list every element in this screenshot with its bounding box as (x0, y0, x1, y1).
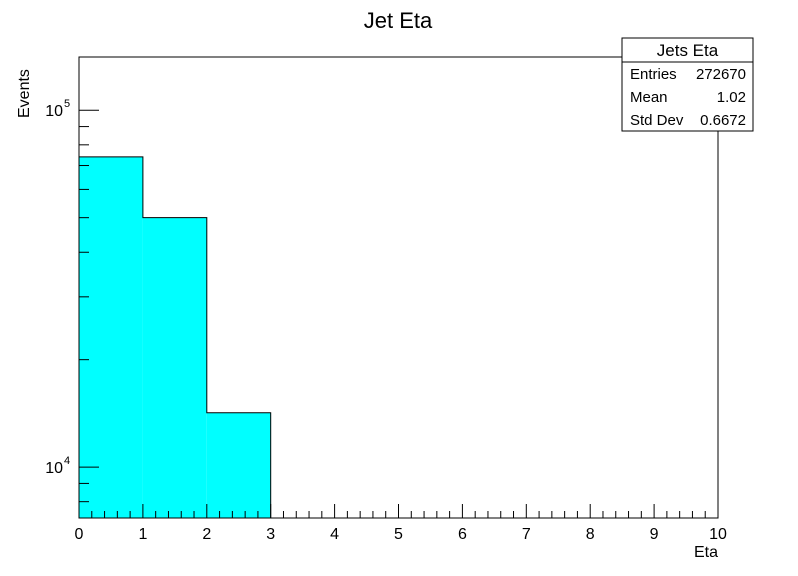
x-axis: 0 1 2 3 4 5 6 7 8 9 10 (75, 504, 727, 543)
y-tick-exponent: 4 (64, 455, 70, 467)
stats-stddev-label: Std Dev (630, 112, 684, 129)
stats-stddev-value: 0.6672 (700, 112, 746, 129)
x-tick-label: 4 (330, 526, 339, 543)
histogram-bars (78, 156, 718, 519)
x-tick-label: 6 (458, 526, 467, 543)
y-axis-label: Events (16, 69, 33, 118)
histogram-outline (78, 156, 718, 519)
y-tick-label: 10 (45, 460, 63, 477)
stats-entries-value: 272670 (696, 66, 746, 83)
x-tick-label: 0 (75, 526, 84, 543)
stats-box-title: Jets Eta (657, 41, 719, 60)
stats-mean-value: 1.02 (717, 89, 746, 106)
bar-0 (79, 156, 143, 519)
x-tick-label: 8 (586, 526, 595, 543)
y-tick-exponent: 5 (64, 98, 70, 110)
x-tick-label: 10 (709, 526, 727, 543)
stats-box: Jets Eta Entries 272670 Mean 1.02 Std De… (621, 37, 754, 132)
stats-mean-label: Mean (630, 89, 668, 106)
chart-title: Jet Eta (364, 8, 433, 33)
x-tick-label: 9 (650, 526, 659, 543)
x-tick-label: 1 (138, 526, 147, 543)
stats-entries-label: Entries (630, 66, 677, 83)
x-tick-label: 3 (266, 526, 275, 543)
bar-2 (206, 412, 271, 518)
stats-box-frame (621, 37, 754, 132)
x-tick-label: 5 (394, 526, 403, 543)
bar-1 (142, 217, 207, 518)
y-tick-label: 10 (45, 103, 63, 120)
x-axis-label: Eta (694, 544, 718, 561)
x-tick-label: 2 (202, 526, 211, 543)
x-tick-label: 7 (522, 526, 531, 543)
